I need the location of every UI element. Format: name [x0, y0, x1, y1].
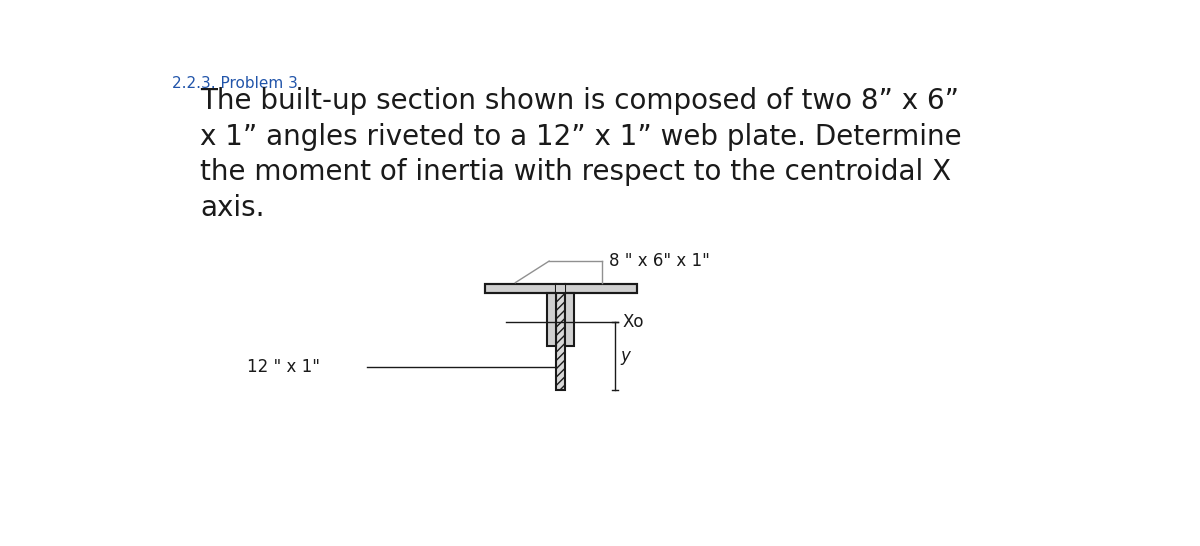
Text: 8 " x 6" x 1": 8 " x 6" x 1": [608, 252, 709, 270]
Bar: [565, 284, 636, 293]
Bar: [547, 293, 557, 346]
Text: The built-up section shown is composed of two 8” x 6”
x 1” angles riveted to a 1: The built-up section shown is composed o…: [200, 87, 962, 222]
Bar: [557, 284, 565, 390]
Bar: [565, 293, 574, 346]
Bar: [485, 284, 636, 293]
Text: y: y: [620, 347, 630, 365]
Bar: [557, 284, 565, 293]
Bar: [485, 284, 557, 293]
Text: 12 " x 1": 12 " x 1": [247, 358, 320, 376]
Text: 2.2.3. Problem 3: 2.2.3. Problem 3: [172, 76, 298, 91]
Text: Xo: Xo: [623, 313, 643, 331]
